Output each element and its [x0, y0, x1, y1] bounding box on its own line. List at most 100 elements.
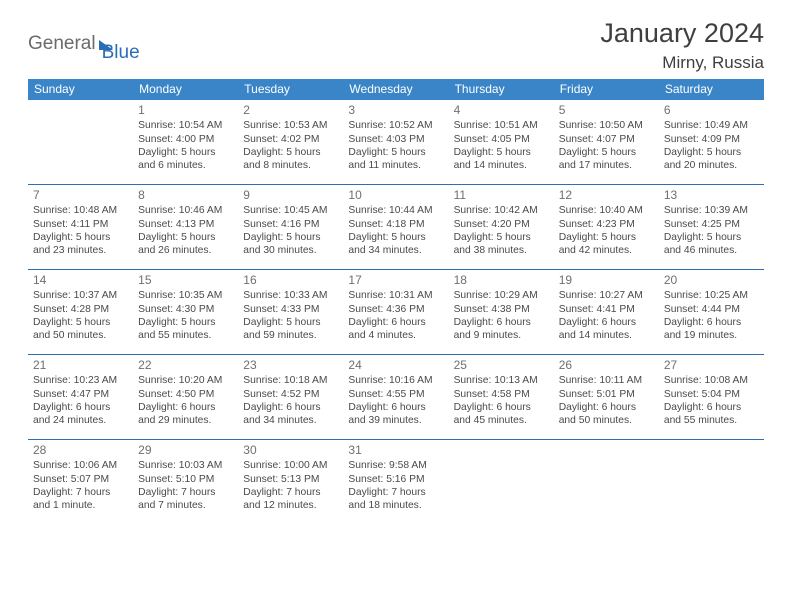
calendar-week-row: 7Sunrise: 10:48 AMSunset: 4:11 PMDayligh… — [28, 185, 764, 270]
sunset-text: Sunset: 4:03 PM — [348, 133, 443, 146]
sunrise-text: Sunrise: 10:20 AM — [138, 374, 233, 387]
calendar-day-cell: 10Sunrise: 10:44 AMSunset: 4:18 PMDaylig… — [343, 185, 448, 269]
daylight-text: and 55 minutes. — [138, 329, 233, 342]
calendar-day-cell: 13Sunrise: 10:39 AMSunset: 4:25 PMDaylig… — [659, 185, 764, 269]
sunrise-text: Sunrise: 10:54 AM — [138, 119, 233, 132]
calendar-day-cell: 3Sunrise: 10:52 AMSunset: 4:03 PMDayligh… — [343, 100, 448, 184]
calendar-week-row: 21Sunrise: 10:23 AMSunset: 4:47 PMDaylig… — [28, 355, 764, 440]
day-number: 5 — [559, 103, 654, 118]
weekday-header: Monday — [133, 79, 238, 100]
sunset-text: Sunset: 4:13 PM — [138, 218, 233, 231]
day-number: 1 — [138, 103, 233, 118]
sunrise-text: Sunrise: 10:11 AM — [559, 374, 654, 387]
daylight-text: Daylight: 7 hours — [348, 486, 443, 499]
calendar-body: 1Sunrise: 10:54 AMSunset: 4:00 PMDayligh… — [28, 100, 764, 524]
sunset-text: Sunset: 4:18 PM — [348, 218, 443, 231]
sunrise-text: Sunrise: 10:18 AM — [243, 374, 338, 387]
sunset-text: Sunset: 4:50 PM — [138, 388, 233, 401]
daylight-text: and 4 minutes. — [348, 329, 443, 342]
sunset-text: Sunset: 4:47 PM — [33, 388, 128, 401]
calendar-day-cell: 27Sunrise: 10:08 AMSunset: 5:04 PMDaylig… — [659, 355, 764, 439]
daylight-text: and 30 minutes. — [243, 244, 338, 257]
calendar-day-cell: 31Sunrise: 9:58 AMSunset: 5:16 PMDayligh… — [343, 440, 448, 524]
sunrise-text: Sunrise: 10:42 AM — [454, 204, 549, 217]
day-number: 25 — [454, 358, 549, 373]
day-number: 13 — [664, 188, 759, 203]
daylight-text: and 19 minutes. — [664, 329, 759, 342]
weekday-header: Wednesday — [343, 79, 448, 100]
sunset-text: Sunset: 5:13 PM — [243, 473, 338, 486]
sunrise-text: Sunrise: 10:45 AM — [243, 204, 338, 217]
calendar-day-cell: 23Sunrise: 10:18 AMSunset: 4:52 PMDaylig… — [238, 355, 343, 439]
daylight-text: and 6 minutes. — [138, 159, 233, 172]
daylight-text: and 26 minutes. — [138, 244, 233, 257]
sunrise-text: Sunrise: 10:39 AM — [664, 204, 759, 217]
daylight-text: and 39 minutes. — [348, 414, 443, 427]
daylight-text: Daylight: 6 hours — [664, 401, 759, 414]
calendar-day-cell: 15Sunrise: 10:35 AMSunset: 4:30 PMDaylig… — [133, 270, 238, 354]
sunrise-text: Sunrise: 10:00 AM — [243, 459, 338, 472]
sunset-text: Sunset: 4:36 PM — [348, 303, 443, 316]
calendar-day-cell: 11Sunrise: 10:42 AMSunset: 4:20 PMDaylig… — [449, 185, 554, 269]
daylight-text: and 34 minutes. — [348, 244, 443, 257]
sunset-text: Sunset: 4:05 PM — [454, 133, 549, 146]
sunrise-text: Sunrise: 10:06 AM — [33, 459, 128, 472]
day-number: 10 — [348, 188, 443, 203]
sunset-text: Sunset: 5:07 PM — [33, 473, 128, 486]
daylight-text: and 14 minutes. — [454, 159, 549, 172]
daylight-text: Daylight: 6 hours — [454, 401, 549, 414]
day-number: 3 — [348, 103, 443, 118]
calendar-day-cell: 6Sunrise: 10:49 AMSunset: 4:09 PMDayligh… — [659, 100, 764, 184]
weekday-header: Sunday — [28, 79, 133, 100]
sunrise-text: Sunrise: 10:46 AM — [138, 204, 233, 217]
sunrise-text: Sunrise: 10:44 AM — [348, 204, 443, 217]
sunset-text: Sunset: 4:02 PM — [243, 133, 338, 146]
sunrise-text: Sunrise: 10:25 AM — [664, 289, 759, 302]
daylight-text: Daylight: 5 hours — [664, 231, 759, 244]
day-number: 8 — [138, 188, 233, 203]
day-number: 20 — [664, 273, 759, 288]
day-number: 11 — [454, 188, 549, 203]
day-number: 16 — [243, 273, 338, 288]
daylight-text: Daylight: 6 hours — [454, 316, 549, 329]
calendar-day-cell: 18Sunrise: 10:29 AMSunset: 4:38 PMDaylig… — [449, 270, 554, 354]
daylight-text: and 14 minutes. — [559, 329, 654, 342]
sunset-text: Sunset: 4:41 PM — [559, 303, 654, 316]
day-number: 31 — [348, 443, 443, 458]
calendar-day-cell: 2Sunrise: 10:53 AMSunset: 4:02 PMDayligh… — [238, 100, 343, 184]
calendar-day-cell: 4Sunrise: 10:51 AMSunset: 4:05 PMDayligh… — [449, 100, 554, 184]
calendar-day-cell: 21Sunrise: 10:23 AMSunset: 4:47 PMDaylig… — [28, 355, 133, 439]
daylight-text: and 20 minutes. — [664, 159, 759, 172]
daylight-text: Daylight: 6 hours — [138, 401, 233, 414]
calendar-day-cell: 14Sunrise: 10:37 AMSunset: 4:28 PMDaylig… — [28, 270, 133, 354]
daylight-text: Daylight: 5 hours — [243, 316, 338, 329]
calendar-day-cell — [659, 440, 764, 524]
daylight-text: Daylight: 5 hours — [559, 146, 654, 159]
daylight-text: Daylight: 6 hours — [243, 401, 338, 414]
day-number: 24 — [348, 358, 443, 373]
brand-text-blue: Blue — [102, 42, 140, 64]
day-number: 15 — [138, 273, 233, 288]
sunset-text: Sunset: 4:44 PM — [664, 303, 759, 316]
weekday-header: Tuesday — [238, 79, 343, 100]
daylight-text: Daylight: 5 hours — [138, 146, 233, 159]
sunrise-text: Sunrise: 10:31 AM — [348, 289, 443, 302]
daylight-text: Daylight: 7 hours — [243, 486, 338, 499]
calendar-day-cell: 12Sunrise: 10:40 AMSunset: 4:23 PMDaylig… — [554, 185, 659, 269]
sunset-text: Sunset: 4:09 PM — [664, 133, 759, 146]
sunrise-text: Sunrise: 10:13 AM — [454, 374, 549, 387]
sunset-text: Sunset: 4:58 PM — [454, 388, 549, 401]
title-block: January 2024 Mirny, Russia — [600, 18, 764, 73]
daylight-text: Daylight: 5 hours — [138, 316, 233, 329]
daylight-text: Daylight: 5 hours — [33, 231, 128, 244]
calendar-day-cell: 5Sunrise: 10:50 AMSunset: 4:07 PMDayligh… — [554, 100, 659, 184]
daylight-text: Daylight: 5 hours — [454, 231, 549, 244]
sunset-text: Sunset: 4:25 PM — [664, 218, 759, 231]
daylight-text: Daylight: 7 hours — [33, 486, 128, 499]
calendar-day-cell: 7Sunrise: 10:48 AMSunset: 4:11 PMDayligh… — [28, 185, 133, 269]
daylight-text: and 17 minutes. — [559, 159, 654, 172]
daylight-text: and 7 minutes. — [138, 499, 233, 512]
daylight-text: and 46 minutes. — [664, 244, 759, 257]
day-number: 2 — [243, 103, 338, 118]
day-number: 17 — [348, 273, 443, 288]
